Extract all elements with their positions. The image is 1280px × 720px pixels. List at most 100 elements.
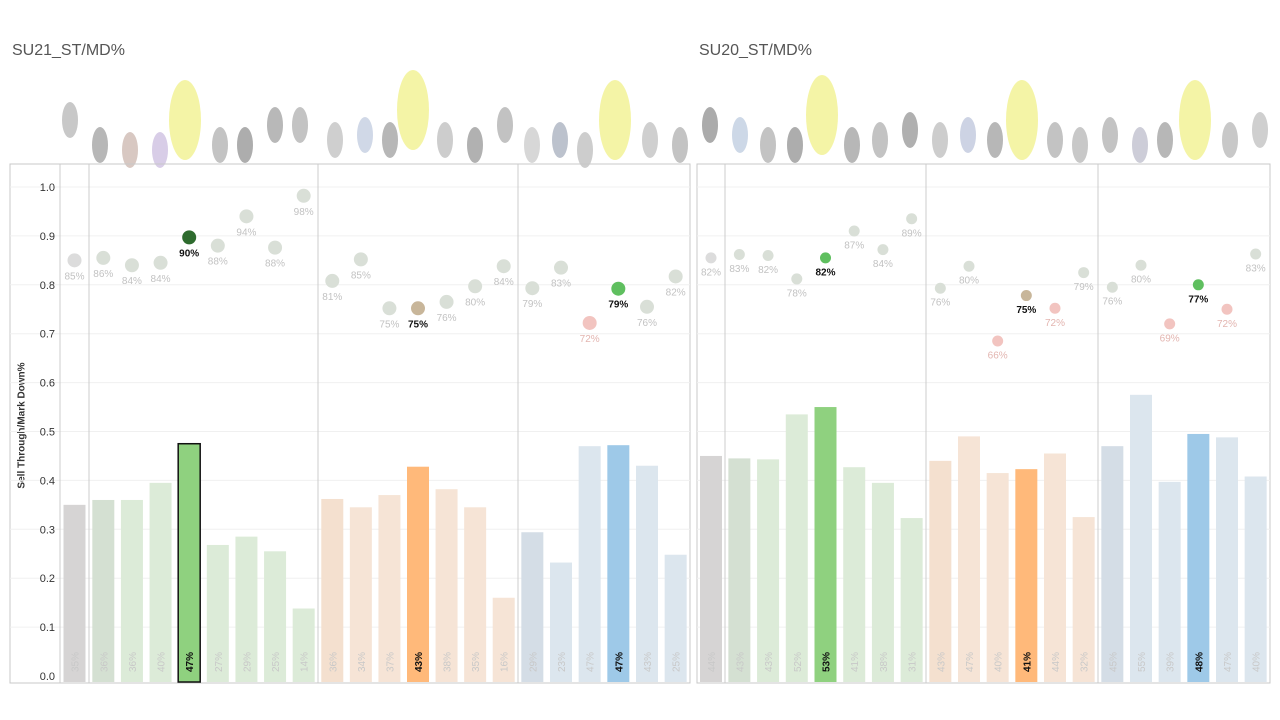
dot-label-p0-g2-4: 76% <box>437 313 457 324</box>
bar-label-p0-g1-5: 29% <box>242 652 253 672</box>
dot-p0-g2-4 <box>439 294 454 309</box>
bar-label-p1-g2-2: 40% <box>994 652 1005 672</box>
bar-label-p1-g2-1: 47% <box>965 652 976 672</box>
dot-p0-g1-0 <box>96 250 111 265</box>
dot-p0-g3-1 <box>554 260 568 275</box>
bar-label-p1-g2-3: 41% <box>1022 652 1033 672</box>
bar-p1-g1-4 <box>843 467 866 682</box>
bar-p1-g3-3 <box>1187 433 1210 682</box>
bar-label-p0-g2-5: 35% <box>471 652 482 672</box>
bar-label-p1-g3-1: 55% <box>1137 652 1148 672</box>
bar-p1-g2-3 <box>1015 469 1038 682</box>
bar-label-p0-g2-3: 43% <box>414 652 425 672</box>
bar-p0-g1-0 <box>92 499 115 682</box>
bar-p1-g1-3 <box>814 407 837 682</box>
bar-p1-g3-2 <box>1158 481 1181 682</box>
y-tick-2: 0.2 <box>40 573 55 585</box>
dot-p1-g0-0 <box>705 252 717 264</box>
bar-label-p0-g3-2: 47% <box>586 652 597 672</box>
dot-label-p1-g2-1: 80% <box>959 276 979 287</box>
bar-label-p0-g3-3: 47% <box>614 652 625 672</box>
bar-p1-g2-4 <box>1044 453 1066 682</box>
bar-label-p0-g3-0: 29% <box>528 652 539 672</box>
dot-p0-g1-2 <box>153 255 168 270</box>
bar-label-p1-g1-1: 43% <box>764 652 775 672</box>
bar-p1-g3-0 <box>1101 446 1124 682</box>
bar-p0-g1-1 <box>120 499 143 682</box>
dot-p0-g0-0 <box>67 253 82 268</box>
dot-p0-g3-0 <box>525 281 540 296</box>
bar-p1-g1-6 <box>900 518 923 682</box>
dot-label-p1-g1-2: 78% <box>787 288 807 299</box>
dot-p0-g1-7 <box>296 188 311 203</box>
dot-label-p1-g2-3: 75% <box>1016 305 1036 316</box>
dot-p1-g2-3 <box>1020 290 1032 302</box>
dot-label-p0-g2-6: 84% <box>494 277 514 288</box>
bar-p0-g1-2 <box>149 482 172 682</box>
bar-p0-g2-5 <box>464 507 487 682</box>
dot-p0-g1-4 <box>210 238 225 253</box>
dot-p1-g1-5 <box>877 244 889 256</box>
dot-p1-g3-4 <box>1221 303 1233 315</box>
dot-p1-g3-3 <box>1192 279 1204 291</box>
y-tick-3: 0.3 <box>40 524 55 536</box>
y-tick-0: 0.0 <box>40 671 55 683</box>
dot-label-p0-g1-0: 86% <box>93 269 113 280</box>
y-tick-4: 0.4 <box>40 475 55 487</box>
dot-label-p0-g2-5: 80% <box>465 297 485 308</box>
y-tick-10: 1.0 <box>40 182 55 194</box>
bar-p1-g2-2 <box>986 473 1009 682</box>
bar-label-p0-g1-6: 25% <box>271 652 282 672</box>
dot-label-p0-g1-6: 88% <box>265 259 285 270</box>
y-tick-7: 0.7 <box>40 329 55 341</box>
bar-label-p0-g1-4: 27% <box>214 652 225 672</box>
bar-label-p1-g1-5: 38% <box>879 652 890 672</box>
bar-p1-g1-5 <box>871 482 894 682</box>
bar-p0-g1-5 <box>235 536 258 682</box>
bar-p0-g3-1 <box>550 562 572 682</box>
dot-label-p1-g0-0: 82% <box>701 267 721 278</box>
dot-label-p1-g1-4: 87% <box>844 241 864 252</box>
bar-p0-g3-0 <box>521 532 544 682</box>
dot-label-p1-g3-4: 72% <box>1217 319 1237 330</box>
dot-label-p1-g2-4: 72% <box>1045 318 1065 329</box>
bar-label-p1-g2-4: 44% <box>1051 652 1062 672</box>
dot-label-p1-g1-5: 84% <box>873 259 893 270</box>
bar-label-p0-g2-4: 38% <box>443 652 454 672</box>
dot-p1-g3-0 <box>1106 281 1118 293</box>
y-tick-5: 0.5 <box>40 427 55 439</box>
bar-p0-g2-3 <box>407 466 429 682</box>
bar-p1-g3-1 <box>1130 394 1152 682</box>
bar-label-p1-g0-0: 44% <box>707 652 718 672</box>
dot-label-p0-g0-0: 85% <box>64 271 84 282</box>
bar-label-p0-g1-3: 47% <box>185 652 196 672</box>
bar-p0-g2-1 <box>349 507 372 682</box>
bar-label-p0-g2-2: 37% <box>385 652 396 672</box>
dot-label-p1-g2-0: 76% <box>930 298 950 309</box>
dot-label-p1-g2-5: 79% <box>1074 282 1094 293</box>
dot-p0-g3-5 <box>668 269 683 284</box>
bar-p0-g2-2 <box>378 495 401 682</box>
bar-label-p1-g1-3: 53% <box>822 652 833 672</box>
dot-label-p0-g1-2: 84% <box>151 274 171 285</box>
y-tick-1: 0.1 <box>40 622 55 634</box>
bar-p0-g2-0 <box>321 498 344 682</box>
bar-p1-g3-4 <box>1216 437 1238 682</box>
bar-p0-g3-5 <box>664 554 687 682</box>
bar-p0-g1-4 <box>206 544 229 682</box>
dot-p1-g3-1 <box>1135 259 1147 271</box>
dot-p0-g2-2 <box>382 301 397 316</box>
dot-p0-g3-3 <box>611 281 626 296</box>
bar-p0-g1-6 <box>264 551 287 682</box>
dot-label-p0-g1-5: 94% <box>236 227 256 238</box>
bar-p0-g1-3 <box>177 442 201 683</box>
panel-0 <box>9 163 691 684</box>
bar-p0-g3-2 <box>578 446 601 682</box>
dot-label-p1-g3-0: 76% <box>1102 297 1122 308</box>
dot-label-p1-g1-0: 83% <box>729 264 749 275</box>
bar-label-p1-g3-2: 39% <box>1166 652 1177 672</box>
dot-label-p1-g3-5: 83% <box>1246 263 1266 274</box>
dot-p1-g3-2 <box>1164 318 1176 330</box>
dot-p1-g1-4 <box>848 225 860 237</box>
